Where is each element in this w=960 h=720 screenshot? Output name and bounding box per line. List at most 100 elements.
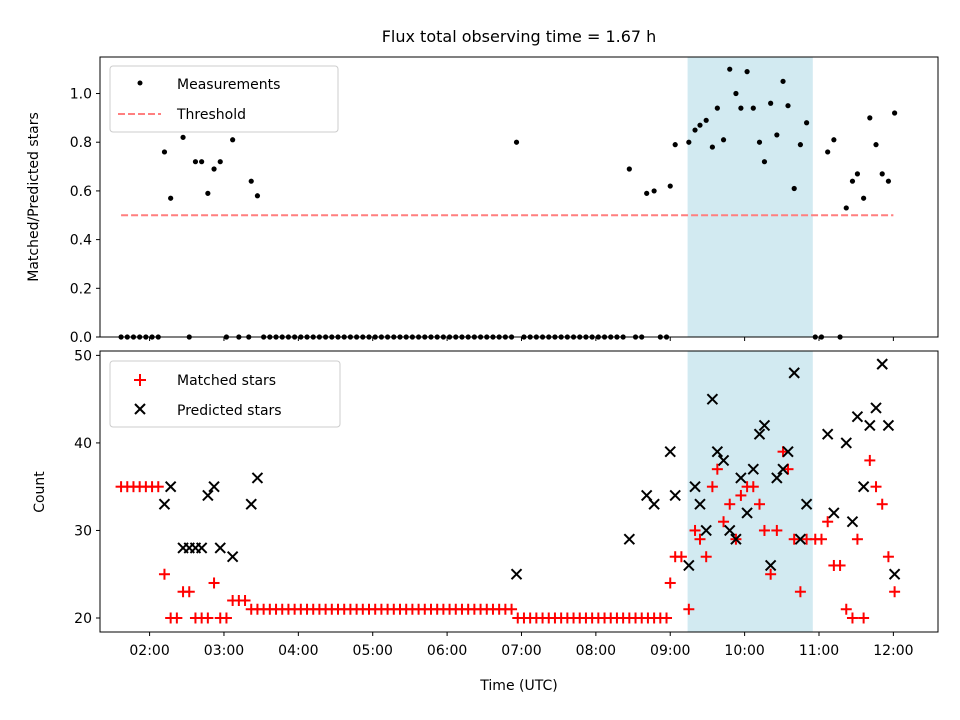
predicted-point	[689, 480, 701, 493]
top-y-tick-label: 0.2	[70, 281, 92, 297]
measurement-point	[892, 110, 898, 116]
predicted-point	[251, 472, 264, 484]
top-y-axis-label: Matched/Predicted stars	[26, 112, 42, 282]
measurement-point	[774, 132, 780, 138]
matched-point	[758, 524, 770, 536]
matched-point	[753, 498, 765, 510]
matched-point	[882, 551, 894, 563]
measurement-point	[697, 122, 703, 128]
measurement-point	[803, 120, 810, 126]
measurement-point	[703, 117, 709, 123]
top-y-axis: 0.0 0.2 0.4 0.6 0.8 1.0	[70, 87, 100, 346]
top-y-tick-label: 0.0	[70, 330, 92, 346]
predicted-point	[195, 542, 208, 554]
measurement-point	[692, 127, 698, 133]
predicted-point	[882, 419, 895, 432]
matched-point	[220, 612, 232, 624]
measurement-point	[513, 139, 520, 145]
matched-point	[183, 586, 195, 598]
bottom-plot-frame	[99, 350, 939, 633]
legend-predicted-marker	[134, 403, 146, 415]
matched-point	[152, 481, 164, 493]
x-tick-label: 09:00	[650, 643, 690, 659]
measurement-point	[230, 137, 236, 143]
measurement-point	[686, 139, 692, 145]
predicted-point	[664, 445, 676, 458]
measurement-point	[714, 105, 720, 111]
matched-point	[794, 586, 806, 598]
matched-point	[840, 603, 852, 615]
x-tick-label: 07:00	[501, 643, 541, 659]
predicted-point	[683, 559, 695, 572]
measurement-point	[750, 105, 756, 111]
predicted-point	[771, 472, 783, 484]
predicted-point	[888, 568, 901, 580]
measurement-point	[217, 159, 223, 165]
predicted-point	[711, 445, 724, 458]
matched-point	[675, 551, 687, 563]
matched-point	[239, 594, 251, 606]
legend-predicted-label: Predicted stars	[177, 403, 282, 419]
matched-point	[747, 481, 759, 493]
measurement-point	[768, 100, 774, 106]
top-y-tick-label: 1.0	[70, 87, 92, 103]
x-axis-label: Time (UTC)	[479, 678, 557, 694]
legend-measurement-marker	[137, 80, 143, 86]
measurement-point	[738, 105, 744, 111]
measurement-point	[720, 137, 727, 143]
bottom-y-axis: 20 30 40 50	[74, 348, 100, 627]
x-tick-label: 02:00	[129, 643, 169, 659]
measurement-point	[667, 183, 673, 189]
measurement-point	[192, 159, 199, 165]
measurement-point	[205, 190, 211, 196]
matched-point	[664, 577, 676, 589]
legend-matched-label: Matched stars	[177, 373, 276, 389]
top-y-tick-label: 0.8	[70, 135, 92, 151]
x-tick-label: 04:00	[278, 643, 318, 659]
matched-point	[851, 533, 863, 545]
predicted-point	[800, 498, 813, 510]
predicted-point	[840, 437, 852, 449]
x-tick-label: 10:00	[724, 643, 764, 659]
bottom-highlight-span	[687, 351, 813, 632]
predicted-point	[214, 542, 226, 554]
chart-title: Flux total observing time = 1.67 h	[382, 27, 657, 46]
x-tick-label: 08:00	[576, 643, 616, 659]
measurement-point	[168, 195, 174, 201]
top-y-tick-label: 0.6	[70, 184, 92, 200]
predicted-point	[735, 472, 747, 484]
bottom-y-tick-label: 40	[74, 436, 92, 452]
matched-point	[694, 533, 706, 545]
matched-point	[858, 612, 870, 624]
matched-point	[815, 533, 827, 545]
predicted-point	[717, 454, 730, 467]
measurement-point	[849, 178, 856, 184]
top-highlight-span	[687, 57, 813, 337]
predicted-point	[788, 367, 800, 379]
measurement-point	[248, 178, 254, 184]
x-tick-label: 11:00	[799, 643, 839, 659]
matched-point	[870, 481, 882, 493]
x-tick-label: 12:00	[873, 643, 913, 659]
predicted-point	[623, 533, 636, 545]
measurement-point	[780, 78, 786, 84]
measurement-point	[651, 188, 657, 194]
x-axis: 02:00 03:00 04:00 05:00 06:00 07:00 08:00 09:00…	[129, 337, 914, 659]
matched-point	[735, 489, 747, 501]
measurement-point	[854, 171, 861, 177]
bottom-y-tick-label: 50	[74, 348, 92, 364]
matched-point	[171, 612, 183, 624]
predicted-point	[694, 498, 706, 510]
x-tick-label: 06:00	[427, 643, 467, 659]
legend-matched-marker	[134, 374, 146, 386]
predicted-point	[245, 498, 257, 510]
measurement-point	[831, 137, 837, 143]
predicted-point	[846, 515, 859, 528]
top-y-tick-label: 0.4	[70, 233, 92, 249]
bottom-legend: Matched stars Predicted stars	[109, 360, 341, 428]
legend-measurements-label: Measurements	[177, 77, 280, 93]
matched-point	[683, 603, 695, 615]
predicted-point	[758, 419, 771, 432]
